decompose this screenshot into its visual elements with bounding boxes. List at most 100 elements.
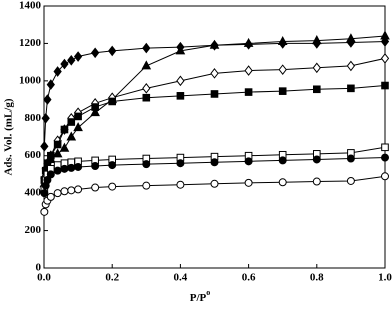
marker	[244, 65, 253, 76]
marker	[67, 54, 76, 66]
marker	[73, 122, 83, 132]
plot-frame	[43, 5, 386, 269]
y-tick-label: 200	[25, 224, 42, 236]
y-tick-label: 800	[25, 112, 42, 124]
marker	[381, 143, 389, 152]
marker	[312, 177, 321, 186]
x-tick-label: 0.4	[174, 272, 188, 284]
marker	[108, 45, 117, 57]
y-tick-label: 600	[25, 149, 42, 161]
marker	[43, 94, 52, 105]
marker	[141, 60, 152, 70]
marker	[176, 180, 185, 189]
marker	[60, 125, 69, 134]
marker	[40, 141, 49, 152]
marker	[46, 192, 55, 201]
marker	[142, 42, 151, 54]
marker	[53, 166, 62, 175]
marker	[67, 186, 76, 195]
marker	[60, 58, 69, 70]
marker	[142, 93, 151, 102]
marker	[380, 30, 390, 40]
marker	[40, 189, 49, 198]
marker	[53, 189, 62, 198]
marker	[380, 53, 390, 64]
marker	[53, 140, 62, 149]
marker	[175, 45, 186, 55]
marker	[74, 162, 83, 171]
marker	[347, 84, 355, 93]
y-tick-label: 1400	[19, 0, 42, 12]
marker	[381, 153, 389, 162]
y-tick-label: 0	[36, 262, 42, 274]
marker	[91, 183, 100, 192]
marker	[46, 170, 55, 179]
x-label-main: P/P	[190, 292, 207, 304]
marker	[244, 157, 253, 166]
marker	[346, 60, 356, 72]
marker	[108, 97, 117, 106]
marker	[60, 164, 69, 173]
x-tick-label: 0.2	[105, 272, 119, 284]
marker	[278, 156, 287, 165]
marker	[312, 155, 321, 164]
marker	[67, 163, 76, 172]
marker	[277, 35, 288, 46]
marker	[74, 112, 82, 121]
y-tick-label: 1200	[19, 37, 42, 49]
marker	[43, 176, 52, 185]
marker	[91, 47, 100, 59]
y-axis-label: Ads. Vol. (mL/g)	[3, 98, 15, 175]
marker	[346, 176, 355, 185]
marker	[60, 187, 69, 196]
marker	[312, 62, 321, 74]
marker	[142, 160, 151, 169]
marker	[278, 178, 287, 187]
marker	[53, 66, 62, 77]
marker	[67, 118, 76, 126]
marker	[47, 151, 55, 160]
x-tick-label: 0.0	[37, 272, 51, 284]
marker	[46, 79, 55, 90]
marker	[142, 83, 151, 94]
marker	[381, 81, 389, 90]
x-tick-label: 0.8	[310, 272, 324, 284]
marker	[346, 154, 355, 163]
marker	[73, 51, 83, 62]
marker	[210, 90, 219, 98]
marker	[176, 92, 185, 100]
marker	[91, 103, 99, 111]
marker	[59, 142, 70, 152]
marker	[108, 161, 117, 170]
y-tick-label: 400	[25, 187, 42, 199]
y-tick-label: 1000	[19, 74, 42, 86]
marker	[243, 37, 254, 47]
marker	[313, 85, 321, 94]
marker	[91, 162, 100, 171]
marker	[244, 88, 253, 96]
marker	[176, 159, 185, 168]
marker	[210, 68, 219, 79]
marker	[209, 39, 220, 49]
marker	[278, 87, 287, 95]
marker	[40, 207, 49, 216]
x-label-sup: o	[206, 288, 210, 297]
marker	[210, 158, 219, 167]
marker	[74, 185, 83, 194]
marker	[142, 181, 151, 190]
marker	[66, 131, 77, 141]
marker	[41, 112, 50, 124]
marker	[311, 35, 322, 45]
x-tick-label: 0.6	[242, 272, 256, 284]
marker	[108, 182, 117, 191]
marker	[176, 75, 185, 87]
x-tick-label: 1.0	[378, 272, 392, 284]
marker	[210, 179, 219, 188]
marker	[52, 148, 63, 158]
marker	[346, 33, 356, 43]
x-axis-label: P/Po	[190, 288, 211, 304]
marker	[381, 172, 389, 181]
marker	[278, 64, 287, 75]
marker	[244, 178, 253, 187]
